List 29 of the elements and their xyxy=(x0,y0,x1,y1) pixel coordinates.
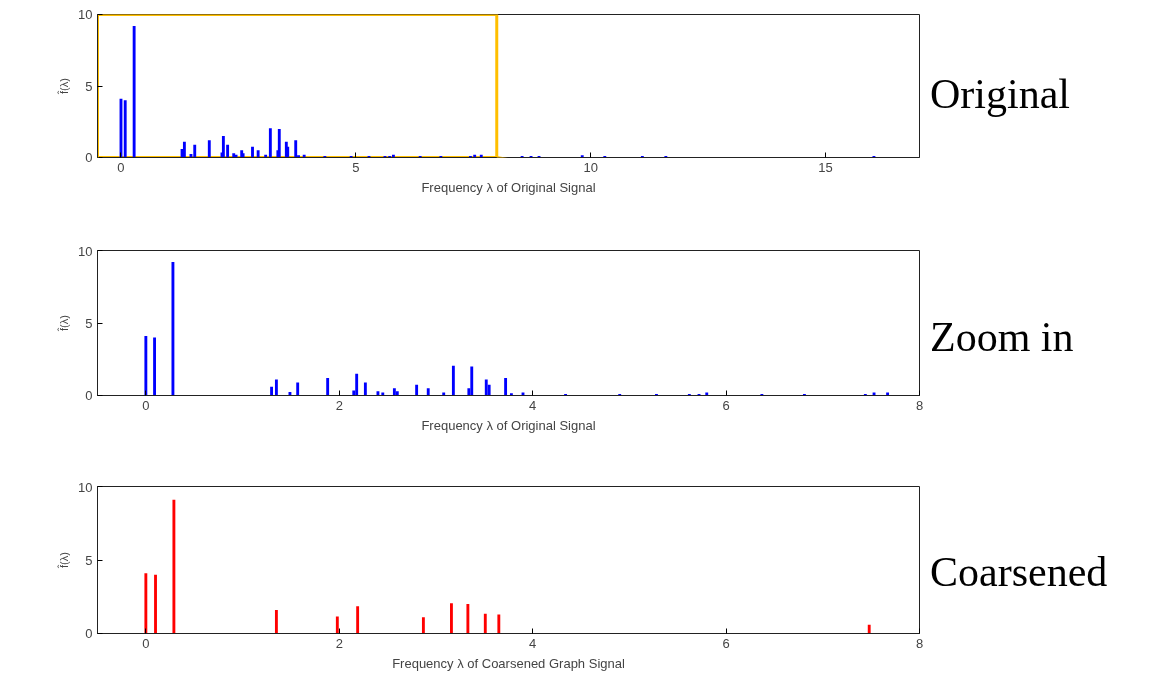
y-axis-title: f̂(λ) xyxy=(57,315,71,332)
x-tick-label: 2 xyxy=(335,635,343,651)
x-axis-title: Frequency λ of Original Signal xyxy=(421,179,596,195)
x-tick-label: 0 xyxy=(142,397,150,413)
x-tick-label: 6 xyxy=(722,397,730,413)
x-tick-label: 4 xyxy=(529,397,537,413)
y-tick-label: 5 xyxy=(85,315,93,331)
y-tick-label: 10 xyxy=(78,479,93,495)
text: Coarsened xyxy=(930,548,1108,597)
y-tick-label: 10 xyxy=(78,243,93,259)
x-tick-label: 0 xyxy=(117,159,125,175)
text: Original xyxy=(930,70,1070,119)
x-tick-label: 4 xyxy=(529,635,537,651)
x-tick-label: 8 xyxy=(915,635,924,651)
x-axis-title: Frequency λ of Coarsened Graph Signal xyxy=(392,655,625,671)
y-axis-title: f̂(λ) xyxy=(57,552,71,569)
x-tick-label: 5 xyxy=(352,159,360,175)
y-tick-label: 5 xyxy=(85,552,93,568)
x-tick-label: 15 xyxy=(818,159,833,175)
x-tick-label: 6 xyxy=(722,635,730,651)
y-tick-label: 5 xyxy=(85,78,93,94)
text: Zoom in xyxy=(930,313,1074,362)
x-tick-label: 10 xyxy=(583,159,598,175)
x-tick-label: 2 xyxy=(335,397,343,413)
y-tick-label: 10 xyxy=(78,7,93,22)
x-tick-label: 8 xyxy=(915,397,924,413)
x-axis-title: Frequency λ of Original Signal xyxy=(421,417,596,433)
y-axis-title: f̂(λ) xyxy=(57,78,71,95)
x-tick-label: 0 xyxy=(142,635,150,651)
